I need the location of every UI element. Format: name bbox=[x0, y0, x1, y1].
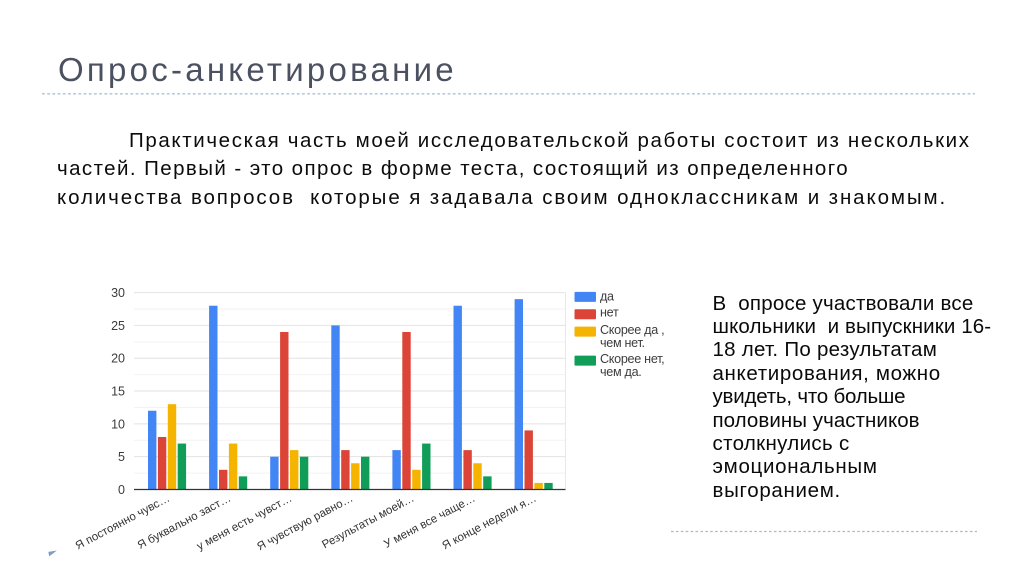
svg-text:Скорее да ,: Скорее да , bbox=[600, 323, 664, 337]
svg-text:да: да bbox=[600, 289, 614, 303]
svg-text:чем нет.: чем нет. bbox=[600, 336, 645, 350]
svg-text:Скорее нет,: Скорее нет, bbox=[600, 352, 664, 366]
svg-text:25: 25 bbox=[111, 319, 125, 333]
svg-text:нет: нет bbox=[600, 306, 619, 320]
svg-text:15: 15 bbox=[111, 384, 125, 398]
svg-text:0: 0 bbox=[118, 483, 125, 497]
svg-text:чем да.: чем да. bbox=[600, 365, 641, 379]
svg-text:10: 10 bbox=[111, 417, 125, 431]
svg-text:30: 30 bbox=[111, 286, 125, 300]
svg-text:5: 5 bbox=[118, 450, 125, 464]
svg-text:20: 20 bbox=[111, 352, 125, 366]
